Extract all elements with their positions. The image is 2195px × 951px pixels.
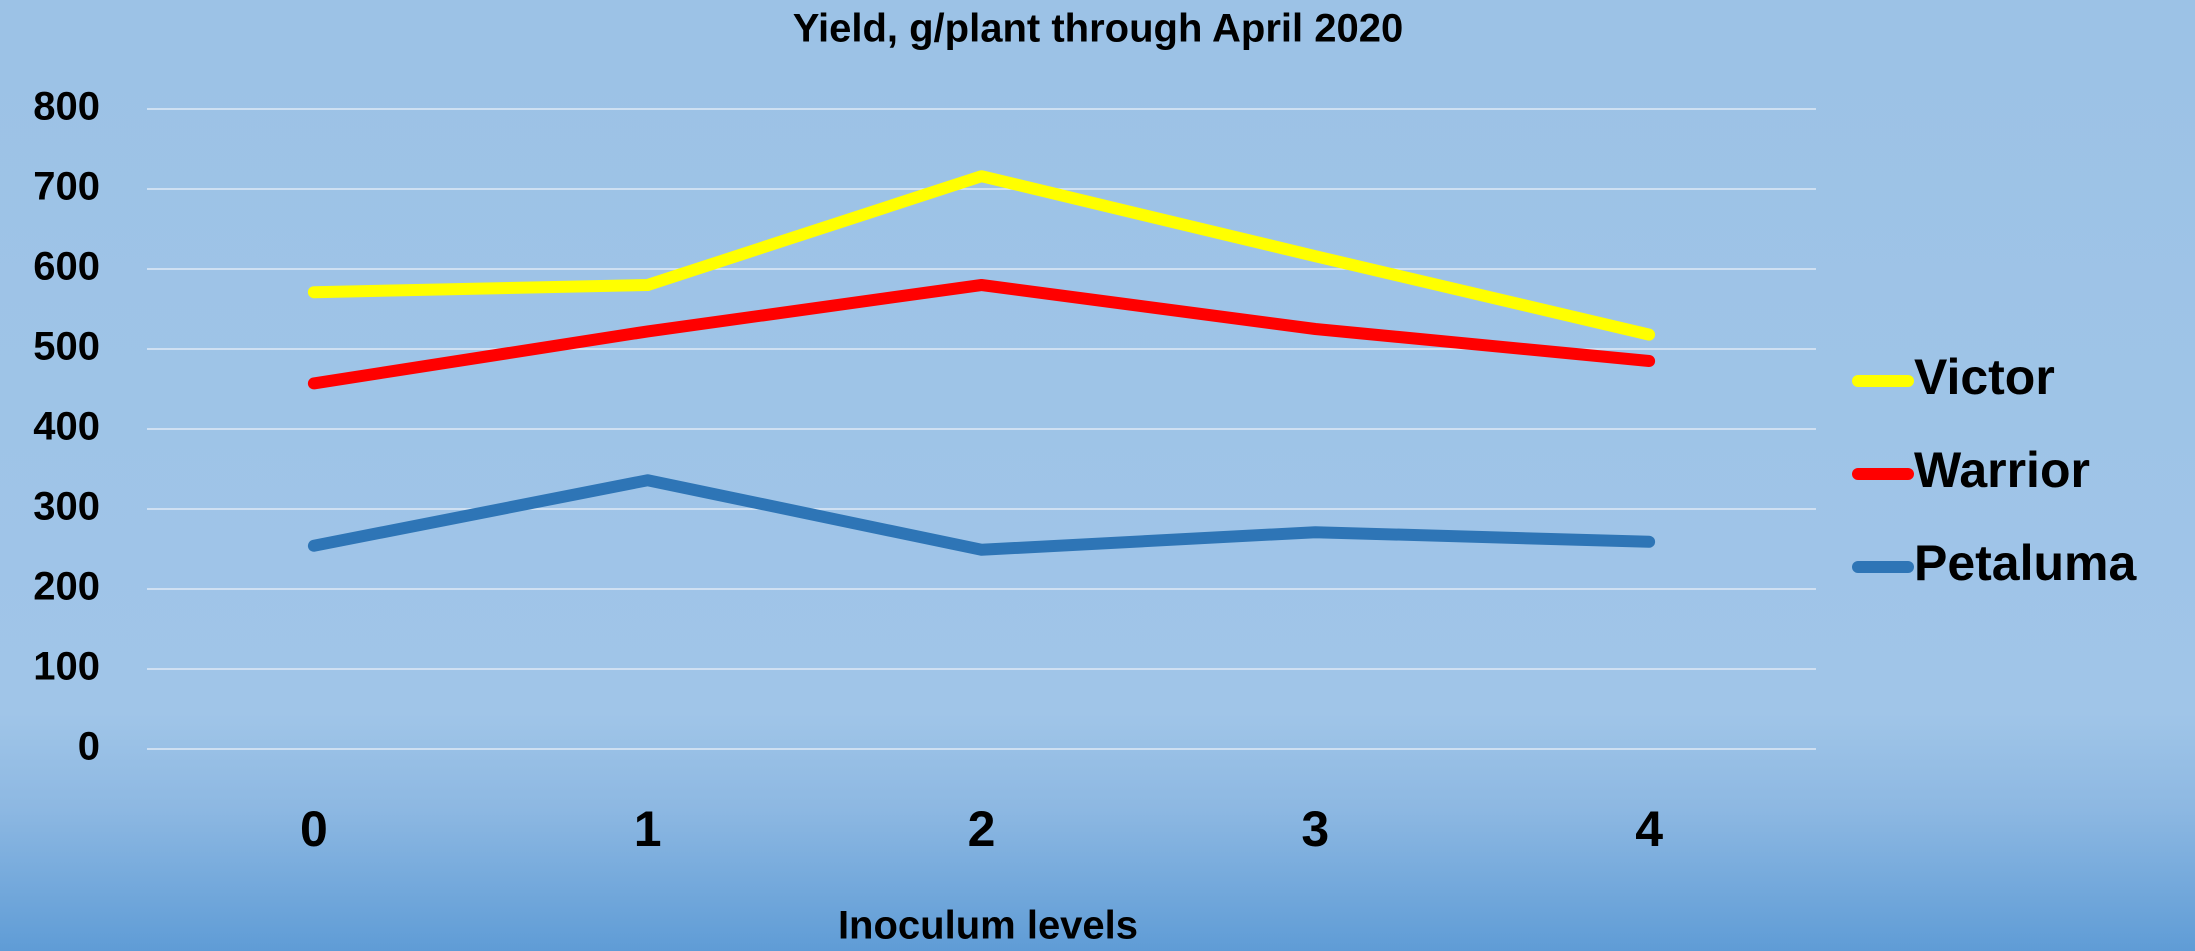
x-tick-label: 3: [1301, 801, 1329, 857]
y-tick-label: 800: [33, 85, 100, 129]
y-tick-label: 100: [33, 645, 100, 689]
y-tick-label: 400: [33, 405, 100, 449]
x-tick-label: 1: [634, 801, 662, 857]
series-line: [307, 170, 1656, 341]
series-line: [307, 279, 1656, 390]
series-line: [307, 474, 1656, 556]
legend-label: Warrior: [1914, 442, 2090, 498]
legend-label: Petaluma: [1914, 535, 2138, 591]
x-tick-label: 2: [968, 801, 996, 857]
x-tick-label: 0: [300, 801, 328, 857]
x-tick-label: 4: [1635, 801, 1663, 857]
y-tick-label: 200: [33, 565, 100, 609]
y-tick-label: 300: [33, 485, 100, 529]
legend-label: Victor: [1914, 349, 2055, 405]
chart-title: Yield, g/plant through April 2020: [793, 7, 1403, 51]
y-tick-label: 700: [33, 165, 100, 209]
y-tick-label: 600: [33, 245, 100, 289]
y-tick-label: 0: [78, 725, 100, 769]
y-tick-label: 500: [33, 325, 100, 369]
x-axis-label: Inoculum levels: [838, 904, 1138, 948]
